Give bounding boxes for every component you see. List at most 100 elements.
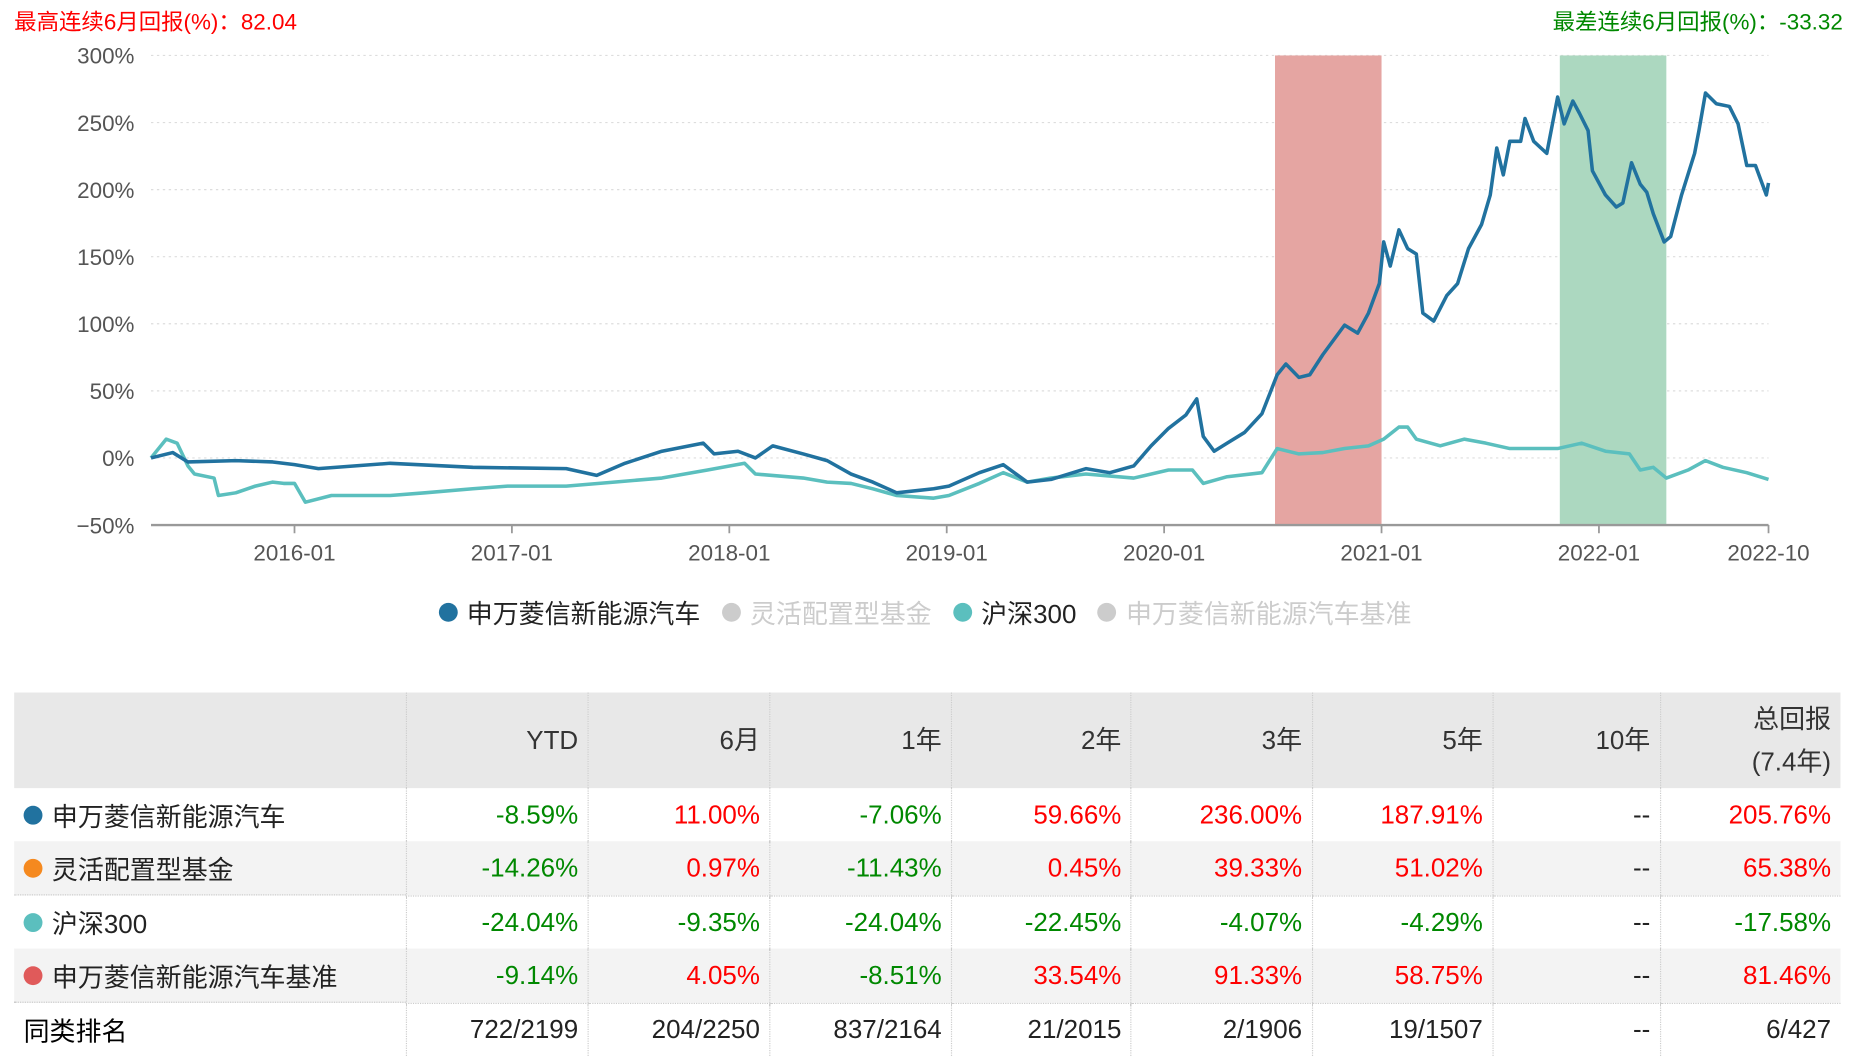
- total-return-period: (7.4年): [1751, 746, 1832, 776]
- return-cell: -14.26%: [405, 841, 589, 897]
- column-header: YTD: [405, 692, 589, 789]
- total-return-header: 总回报: [1753, 703, 1832, 734]
- return-cell: 0.45%: [951, 841, 1132, 897]
- return-cell: 58.75%: [1311, 948, 1493, 1004]
- worst-6m-return: 最差连续6月回报(%)：-33.32: [1552, 10, 1843, 36]
- row-label: 申万菱信新能源汽车: [51, 801, 286, 832]
- return-cell: -17.58%: [1659, 895, 1841, 949]
- column-header: 6月: [587, 692, 770, 789]
- return-chart: 300% 250% 200% 150% 100% 50% 0% −50% 2016-01 2017…: [77, 44, 1810, 566]
- legend-dot-icon: [721, 602, 741, 622]
- y-tick-label: 50%: [90, 379, 135, 404]
- row-label: 灵活配置型基金: [51, 854, 234, 885]
- series-dot-icon: [23, 858, 43, 878]
- chart-legend: 申万菱信新能源汽车 灵活配置型基金 沪深300 申万菱信新能源汽车基准: [0, 593, 1850, 631]
- return-cell: -8.59%: [405, 788, 589, 842]
- best-6m-band: [1275, 55, 1382, 526]
- y-tick-label: 200%: [77, 178, 134, 203]
- return-cell: 4.05%: [587, 948, 770, 1004]
- return-cell: 11.00%: [587, 788, 770, 842]
- rank-cell: --: [1492, 1002, 1661, 1056]
- y-tick-label: 100%: [77, 312, 134, 337]
- column-header: [14, 693, 406, 789]
- return-cell: -7.06%: [769, 788, 952, 842]
- x-tick-label: 2018-01: [688, 540, 770, 565]
- rank-cell: 6/427: [1659, 1002, 1841, 1056]
- rank-cell: 21/2015: [951, 1002, 1132, 1056]
- x-tick-label: 2016-01: [253, 540, 335, 565]
- row-name: 申万菱信新能源汽车基准: [14, 949, 406, 1003]
- legend-item[interactable]: 申万菱信新能源汽车基准: [1097, 593, 1412, 631]
- table-header-row: YTD 6月 1年 2年 3年 5年 10年 总回报 (7.4年): [14, 692, 1841, 789]
- legend-label: 灵活配置型基金: [749, 599, 932, 629]
- table-row: 申万菱信新能源汽车基准 -9.14% 4.05% -8.51% 33.54% 91.33%…: [14, 948, 1841, 1004]
- column-header: 2年: [951, 692, 1132, 789]
- x-tick-label: 2020-01: [1123, 540, 1205, 565]
- return-cell: 0.97%: [587, 841, 770, 897]
- returns-table: YTD 6月 1年 2年 3年 5年 10年 总回报 (7.4年) 申万菱信新能源汽车 -8.59…: [14, 692, 1841, 1056]
- y-tick-label: 0%: [102, 446, 134, 471]
- series-line-fund: [150, 91, 1771, 495]
- y-tick-label: 150%: [77, 245, 134, 270]
- rank-row: 同类排名 722/2199 204/2250 837/2164 21/2015 2/190…: [14, 1002, 1841, 1056]
- return-cell: -4.07%: [1130, 895, 1313, 949]
- return-cell: -24.04%: [769, 895, 952, 949]
- return-cell: -22.45%: [951, 895, 1132, 949]
- return-cell: 59.66%: [951, 788, 1132, 842]
- return-cell: 187.91%: [1311, 788, 1493, 842]
- return-cell: 33.54%: [951, 948, 1132, 1004]
- series-dot-icon: [23, 912, 43, 932]
- legend-item[interactable]: 申万菱信新能源汽车: [438, 593, 700, 631]
- return-cell: -24.04%: [405, 895, 589, 949]
- rank-cell: 2/1906: [1130, 1002, 1313, 1056]
- x-tick-label: 2022-10: [1727, 540, 1809, 565]
- x-tick-label: 2021-01: [1340, 540, 1422, 565]
- return-cell: 39.33%: [1130, 841, 1313, 897]
- row-name: 灵活配置型基金: [14, 841, 406, 896]
- x-tick-label: 2017-01: [471, 540, 553, 565]
- legend-dot-icon: [438, 602, 458, 622]
- x-tick-label: 2022-01: [1558, 540, 1640, 565]
- return-cell: -11.43%: [769, 841, 952, 897]
- rank-cell: 837/2164: [769, 1002, 952, 1056]
- return-cell: --: [1492, 788, 1661, 842]
- legend-label: 申万菱信新能源汽车基准: [1125, 599, 1412, 629]
- table-row: 灵活配置型基金 -14.26% 0.97% -11.43% 0.45% 39.33% 51.…: [14, 841, 1841, 897]
- y-tick-label: −50%: [77, 513, 135, 538]
- row-label: 申万菱信新能源汽车基准: [51, 962, 338, 992]
- table-row: 沪深300 -24.04% -9.35% -24.04% -22.45% -4.07% -4…: [14, 895, 1841, 949]
- legend-item[interactable]: 灵活配置型基金: [721, 593, 932, 631]
- column-header: 5年: [1311, 692, 1493, 789]
- return-cell: --: [1492, 948, 1661, 1004]
- return-cell: 236.00%: [1130, 788, 1313, 842]
- legend-item[interactable]: 沪深300: [952, 593, 1077, 631]
- series-dot-icon: [23, 805, 43, 825]
- y-tick-label: 300%: [77, 44, 134, 69]
- return-cell: 65.38%: [1659, 841, 1841, 897]
- return-cell: --: [1492, 895, 1661, 949]
- return-cell: -4.29%: [1311, 895, 1493, 949]
- column-header: 3年: [1130, 692, 1313, 789]
- legend-label: 申万菱信新能源汽车: [466, 599, 701, 629]
- row-name: 申万菱信新能源汽车: [14, 788, 406, 841]
- rank-label: 同类排名: [23, 1016, 128, 1046]
- legend-dot-icon: [952, 602, 972, 622]
- return-cell: 205.76%: [1659, 788, 1841, 842]
- worst-6m-band: [1559, 55, 1667, 526]
- y-tick-label: 250%: [77, 111, 134, 136]
- rank-cell: 19/1507: [1311, 1002, 1493, 1056]
- return-cell: 91.33%: [1130, 948, 1313, 1004]
- return-cell: --: [1492, 841, 1661, 897]
- rank-cell: 204/2250: [587, 1002, 770, 1056]
- return-cell: -9.35%: [587, 895, 770, 949]
- rank-cell: 722/2199: [405, 1002, 589, 1056]
- return-cell: -8.51%: [769, 948, 952, 1004]
- return-cell: -9.14%: [405, 948, 589, 1004]
- legend-label: 沪深300: [981, 599, 1077, 629]
- return-cell: 81.46%: [1659, 948, 1841, 1004]
- column-header: 总回报 (7.4年): [1659, 692, 1841, 789]
- column-header: 10年: [1492, 692, 1661, 789]
- return-cell: 51.02%: [1311, 841, 1493, 897]
- table-row: 申万菱信新能源汽车 -8.59% 11.00% -7.06% 59.66% 236.00%…: [14, 788, 1841, 842]
